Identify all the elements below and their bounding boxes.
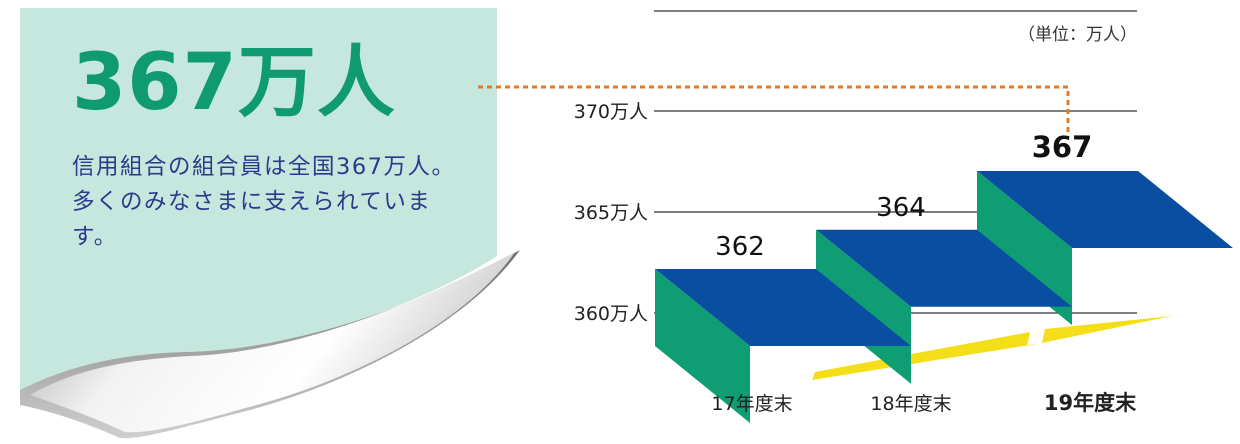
value-label-3: 367 (1032, 130, 1093, 164)
bar-top-face (816, 229, 1072, 307)
panel-background (20, 8, 497, 390)
bar-riser-face (655, 269, 750, 423)
bar-top-face (655, 269, 911, 346)
headline-description: 信用組合の組合員は全国367万人。多くのみなさまに支えられています。 (72, 154, 456, 250)
bar-3 (977, 171, 1233, 325)
bar-riser-face (977, 171, 1072, 325)
y-tick-label: 365万人 (574, 202, 648, 224)
headline-connector (478, 85, 1070, 138)
bar-top-face (977, 171, 1233, 248)
x-category-label: 17年度末 (711, 393, 792, 415)
page-curl (30, 252, 515, 433)
headline-total-members: 367万人 (72, 38, 396, 128)
bar-1 (655, 269, 911, 423)
value-label-1: 362 (715, 232, 765, 262)
value-labels: 367 364 362 (715, 130, 1092, 262)
y-tick-label: 370万人 (574, 101, 648, 123)
x-axis-categories: 17年度末 18年度末 19年度末 (711, 391, 1137, 415)
x-category-label: 18年度末 (870, 393, 951, 415)
callout-panel (20, 8, 520, 439)
y-tick-label: 360万人 (574, 303, 648, 325)
unit-note: （単位：万人） (1018, 25, 1137, 45)
x-category-label: 19年度末 (1044, 391, 1137, 415)
value-label-2: 364 (876, 193, 926, 223)
bars (655, 171, 1233, 423)
